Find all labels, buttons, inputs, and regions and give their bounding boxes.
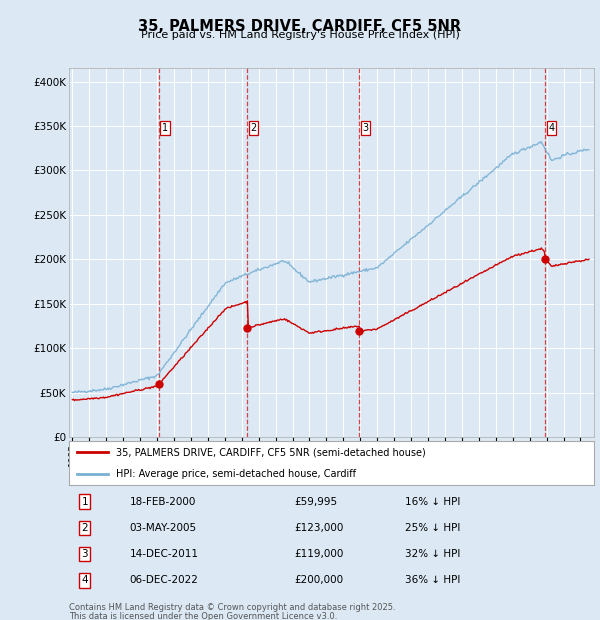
Text: 1: 1 xyxy=(82,497,88,507)
Text: 36% ↓ HPI: 36% ↓ HPI xyxy=(405,575,460,585)
Text: 25% ↓ HPI: 25% ↓ HPI xyxy=(405,523,460,533)
Text: £59,995: £59,995 xyxy=(295,497,338,507)
Text: 3: 3 xyxy=(362,123,368,133)
Text: 06-DEC-2022: 06-DEC-2022 xyxy=(130,575,198,585)
Text: 3: 3 xyxy=(82,549,88,559)
Text: This data is licensed under the Open Government Licence v3.0.: This data is licensed under the Open Gov… xyxy=(69,612,337,620)
Text: 4: 4 xyxy=(548,123,554,133)
Text: 2: 2 xyxy=(250,123,257,133)
Text: 32% ↓ HPI: 32% ↓ HPI xyxy=(405,549,460,559)
Text: HPI: Average price, semi-detached house, Cardiff: HPI: Average price, semi-detached house,… xyxy=(116,469,356,479)
Text: 1: 1 xyxy=(162,123,168,133)
Text: £123,000: £123,000 xyxy=(295,523,344,533)
Text: 18-FEB-2000: 18-FEB-2000 xyxy=(130,497,196,507)
Text: 35, PALMERS DRIVE, CARDIFF, CF5 5NR: 35, PALMERS DRIVE, CARDIFF, CF5 5NR xyxy=(139,19,461,33)
Text: 2: 2 xyxy=(82,523,88,533)
Text: Price paid vs. HM Land Registry's House Price Index (HPI): Price paid vs. HM Land Registry's House … xyxy=(140,30,460,40)
Text: Contains HM Land Registry data © Crown copyright and database right 2025.: Contains HM Land Registry data © Crown c… xyxy=(69,603,395,612)
Text: 4: 4 xyxy=(82,575,88,585)
Text: 14-DEC-2011: 14-DEC-2011 xyxy=(130,549,199,559)
Text: 16% ↓ HPI: 16% ↓ HPI xyxy=(405,497,460,507)
Text: 35, PALMERS DRIVE, CARDIFF, CF5 5NR (semi-detached house): 35, PALMERS DRIVE, CARDIFF, CF5 5NR (sem… xyxy=(116,447,426,458)
Text: £200,000: £200,000 xyxy=(295,575,344,585)
Text: 03-MAY-2005: 03-MAY-2005 xyxy=(130,523,197,533)
Text: £119,000: £119,000 xyxy=(295,549,344,559)
